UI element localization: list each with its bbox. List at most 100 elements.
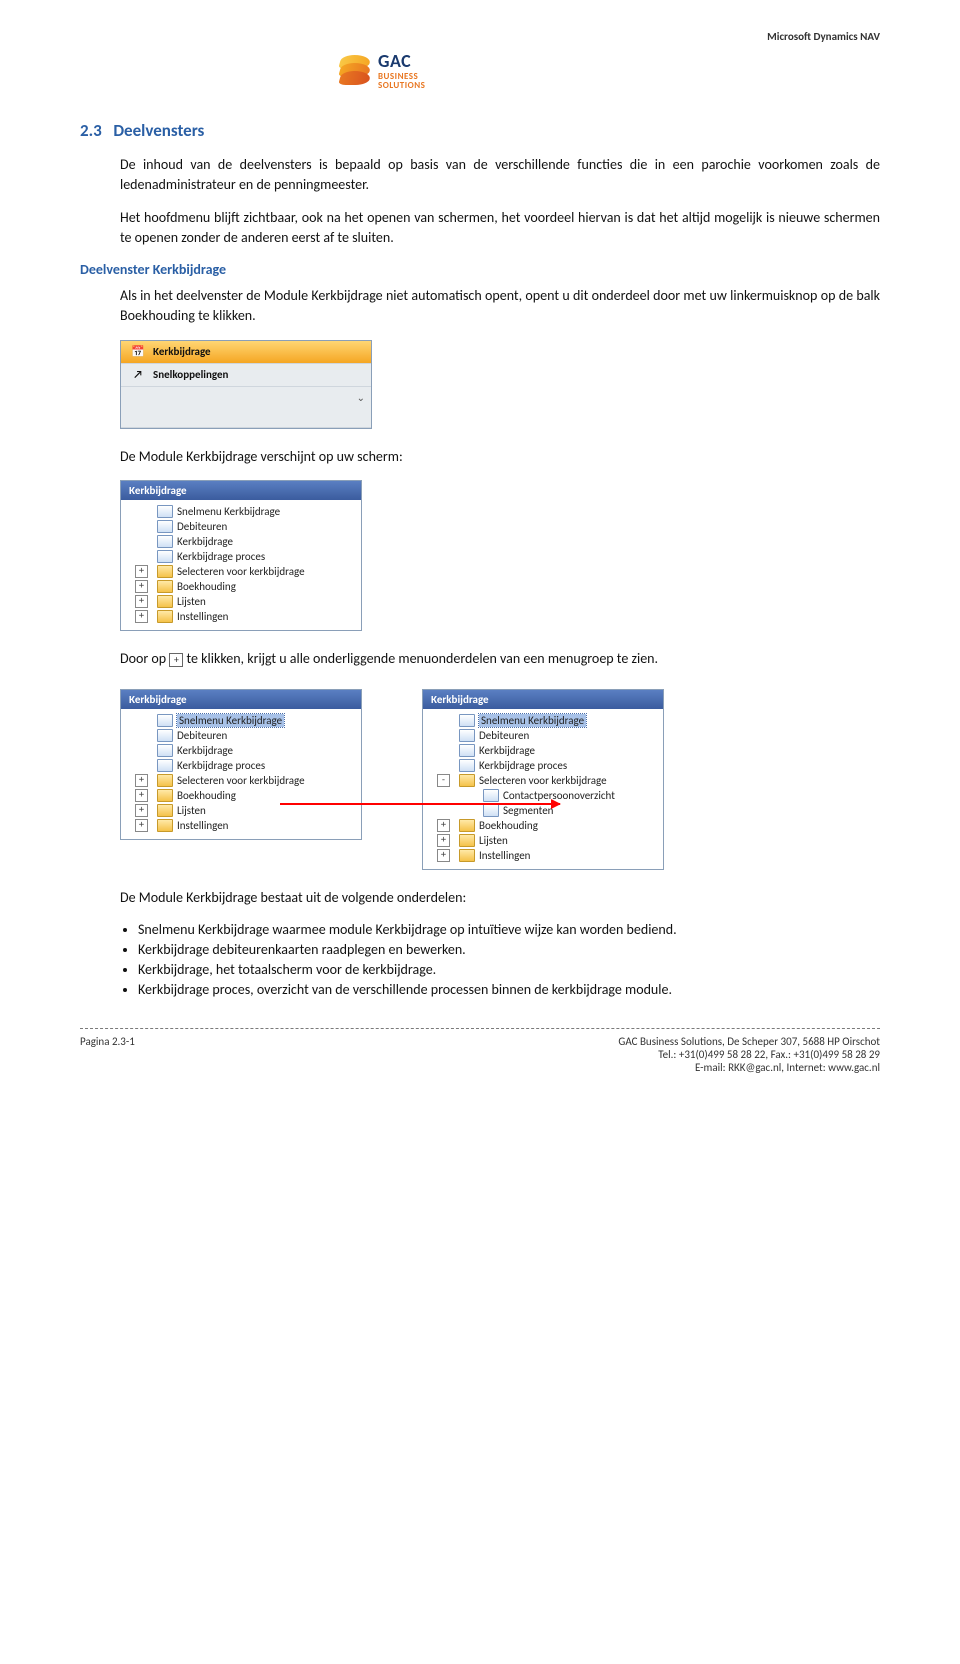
panel-row-snelkoppelingen[interactable]: ↗ Snelkoppelingen	[121, 364, 371, 387]
tree-screenshot-left: Kerkbijdrage Snelmenu Kerkbijdrage Debite…	[120, 689, 362, 840]
tree-item[interactable]: + Lijsten	[427, 833, 659, 848]
bullet-item: Kerkbijdrage proces, overzicht van de ve…	[138, 981, 880, 998]
tree-item-label: Kerkbijdrage	[177, 535, 233, 548]
paragraph: De Module Kerkbijdrage bestaat uit de vo…	[120, 888, 880, 908]
expand-icon: +	[169, 653, 183, 667]
tree-item[interactable]: Kerkbijdrage	[125, 534, 357, 549]
footer-email: E-mail: RKK@gac.nl, Internet: www.gac.nl	[618, 1061, 880, 1074]
tree-item[interactable]: + Lijsten	[125, 803, 357, 818]
tree-item[interactable]: Debiteuren	[427, 728, 659, 743]
tree-item[interactable]: Snelmenu Kerkbijdrage	[427, 713, 659, 728]
tree-item[interactable]: Debiteuren	[125, 519, 357, 534]
paragraph: Het hoofdmenu blijft zichtbaar, ook na h…	[120, 208, 880, 247]
tree-item-label: Snelmenu Kerkbijdrage	[177, 505, 280, 518]
tree-item[interactable]: + Instellingen	[125, 818, 357, 833]
card-icon	[157, 729, 173, 742]
expand-icon[interactable]: +	[135, 565, 148, 578]
tree-item[interactable]: Snelmenu Kerkbijdrage	[125, 504, 357, 519]
expand-icon[interactable]: +	[135, 789, 148, 802]
tree-item-label: Boekhouding	[177, 789, 236, 802]
tree-item-label: Kerkbijdrage	[177, 744, 233, 757]
tree-item[interactable]: +Boekhouding	[125, 579, 357, 594]
folder-icon	[157, 819, 173, 832]
paragraph: De Module Kerkbijdrage verschijnt op uw …	[120, 447, 880, 467]
module-icon: 📅	[131, 345, 145, 359]
expand-icon[interactable]: +	[135, 819, 148, 832]
tree-item[interactable]: Contactpersoonoverzicht	[427, 788, 659, 803]
tree-item[interactable]: Kerkbijdrage	[125, 743, 357, 758]
bullet-item: Kerkbijdrage debiteurenkaarten raadplege…	[138, 941, 880, 958]
expand-icon[interactable]: +	[135, 580, 148, 593]
sub-heading: Deelvenster Kerkbijdrage	[80, 261, 880, 278]
panel-row-kerkbijdrage[interactable]: 📅 Kerkbijdrage	[121, 341, 371, 364]
tree-screenshot-right: Kerkbijdrage Snelmenu KerkbijdrageDebite…	[422, 689, 664, 870]
tree-item-label: Kerkbijdrage proces	[177, 550, 265, 563]
footer: Pagina 2.3-1 GAC Business Solutions, De …	[80, 1035, 880, 1074]
logo: GAC BUSINESS SOLUTIONS	[340, 50, 880, 90]
expand-icon[interactable]: +	[437, 849, 450, 862]
tree-item-label: Debiteuren	[177, 520, 227, 533]
tree-item[interactable]: + Boekhouding	[125, 788, 357, 803]
bullet-item: Kerkbijdrage, het totaalscherm voor de k…	[138, 961, 880, 978]
header-product: Microsoft Dynamics NAV	[767, 30, 880, 43]
tree-item-label: Debiteuren	[479, 729, 529, 742]
card-icon	[483, 804, 499, 817]
tree-header: Kerkbijdrage	[423, 690, 663, 709]
folder-icon	[157, 580, 173, 593]
tree-item[interactable]: Debiteuren	[125, 728, 357, 743]
expand-icon[interactable]: +	[135, 774, 148, 787]
bullet-item: Snelmenu Kerkbijdrage waarmee module Ker…	[138, 921, 880, 938]
tree-pair: Kerkbijdrage Snelmenu KerkbijdrageDebite…	[120, 683, 880, 888]
tree-item[interactable]: + Selecteren voor kerkbijdrage	[125, 564, 357, 579]
card-icon	[157, 759, 173, 772]
tree-item-label: Selecteren voor kerkbijdrage	[177, 774, 305, 787]
tree-item-label: Selecteren voor kerkbijdrage	[177, 565, 305, 578]
tree-item-label: Selecteren voor kerkbijdrage	[479, 774, 607, 787]
logo-sub2: SOLUTIONS	[378, 81, 425, 90]
tree-item-label: Kerkbijdrage proces	[479, 759, 567, 772]
tree-item-label: Lijsten	[479, 834, 508, 847]
folder-icon	[157, 565, 173, 578]
arrow-icon	[280, 803, 560, 805]
folder-icon	[157, 789, 173, 802]
expand-icon[interactable]: +	[135, 804, 148, 817]
panel-blank: ⌄	[121, 387, 371, 428]
tree-item[interactable]: + Boekhouding	[427, 818, 659, 833]
tree-item-label: Instellingen	[177, 819, 228, 832]
tree-item-label: Kerkbijdrage	[479, 744, 535, 757]
tree-item-label: Lijsten	[177, 595, 206, 608]
tree-item-label: Lijsten	[177, 804, 206, 817]
flame-icon	[340, 55, 370, 85]
tree-item[interactable]: Kerkbijdrage proces	[125, 549, 357, 564]
folder-icon	[157, 595, 173, 608]
tree-item[interactable]: Snelmenu Kerkbijdrage	[125, 713, 357, 728]
tree-item[interactable]: +Instellingen	[427, 848, 659, 863]
section-title: 2.3 Deelvensters	[80, 120, 880, 141]
tree-item-label: Snelmenu Kerkbijdrage	[177, 714, 284, 727]
expand-icon[interactable]: +	[437, 834, 450, 847]
tree-item[interactable]: Kerkbijdrage proces	[125, 758, 357, 773]
tree-item-label: Boekhouding	[479, 819, 538, 832]
tree-item[interactable]: + Instellingen	[125, 609, 357, 624]
tree-item-label: Kerkbijdrage proces	[177, 759, 265, 772]
card-icon	[459, 714, 475, 727]
card-icon	[157, 520, 173, 533]
tree-item-label: Instellingen	[177, 610, 228, 623]
expand-icon[interactable]: +	[437, 819, 450, 832]
expand-icon[interactable]: +	[135, 610, 148, 623]
folder-icon	[459, 834, 475, 847]
expand-icon[interactable]: +	[135, 595, 148, 608]
tree-item[interactable]: + Lijsten	[125, 594, 357, 609]
logo-name: GAC	[378, 50, 411, 72]
folder-icon	[157, 610, 173, 623]
tree-item[interactable]: Kerkbijdrage	[427, 743, 659, 758]
card-icon	[157, 744, 173, 757]
tree-item[interactable]: Kerkbijdrage proces	[427, 758, 659, 773]
collapse-icon[interactable]: -	[437, 774, 450, 787]
shortcut-icon: ↗	[131, 368, 145, 382]
tree-header: Kerkbijdrage	[121, 690, 361, 709]
tree-item-label: Debiteuren	[177, 729, 227, 742]
tree-item[interactable]: + Selecteren voor kerkbijdrage	[125, 773, 357, 788]
tree-item[interactable]: Segmenten	[427, 803, 659, 818]
tree-item[interactable]: - Selecteren voor kerkbijdrage	[427, 773, 659, 788]
